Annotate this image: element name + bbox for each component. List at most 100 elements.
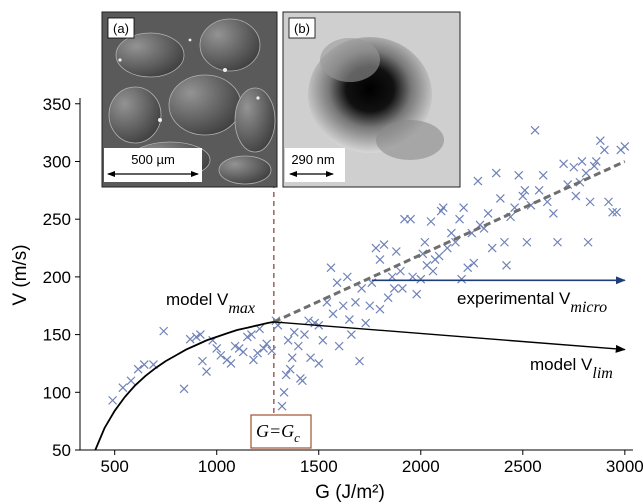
data-point <box>304 316 313 326</box>
data-point <box>583 237 593 247</box>
annotation-vlim: model Vlim <box>530 355 613 382</box>
data-point <box>365 301 375 311</box>
annotation-vlim-sub: lim <box>592 365 612 382</box>
data-point <box>361 318 371 328</box>
svg-text:experimental Vmicro: experimental Vmicro <box>457 289 607 316</box>
y-tick-label: 250 <box>43 210 71 229</box>
data-point <box>469 258 479 268</box>
svg-text:G=Gc: G=Gc <box>256 421 300 445</box>
data-point <box>277 401 287 411</box>
x-axis-label: G (J/m²) <box>315 482 385 503</box>
model-vmax-curve <box>94 321 275 451</box>
y-tick-label: 50 <box>52 441 71 460</box>
data-point <box>306 353 316 363</box>
data-point <box>420 237 430 247</box>
data-point <box>179 384 189 394</box>
data-point <box>526 200 536 210</box>
data-point <box>326 263 336 273</box>
y-tick-label: 150 <box>43 326 71 345</box>
data-point <box>298 376 307 386</box>
gc-label-sub: c <box>294 430 300 445</box>
data-point <box>500 237 509 247</box>
data-point <box>283 335 293 345</box>
annotation-vmax: model Vmax <box>166 290 255 317</box>
data-point <box>126 376 136 386</box>
axes: 500 1000 1500 2000 2500 3000 50 100 150 200 250 30… <box>10 95 643 503</box>
data-point <box>238 347 248 357</box>
data-point <box>389 284 399 293</box>
data-point <box>522 237 532 247</box>
data-point <box>483 208 493 218</box>
data-point <box>553 237 562 247</box>
data-point <box>608 207 618 217</box>
data-point <box>589 161 599 171</box>
data-point <box>375 304 385 314</box>
data-point <box>518 191 528 201</box>
data-point <box>569 162 579 172</box>
data-point <box>287 353 297 363</box>
annotation-vlim-text: model V <box>530 355 593 374</box>
data-point <box>230 341 240 351</box>
data-point <box>338 301 348 311</box>
data-point <box>357 284 367 293</box>
x-tick-label: 2000 <box>402 457 440 476</box>
data-point <box>434 251 444 261</box>
y-tick-label: 300 <box>43 152 71 171</box>
data-point <box>371 243 381 253</box>
data-point <box>318 335 328 345</box>
inset-a-texture <box>108 18 276 185</box>
data-point <box>253 348 262 358</box>
data-point <box>600 145 609 155</box>
data-point <box>438 203 448 213</box>
inset-a-label: (a) <box>113 21 129 36</box>
annotation-vmicro-sub: micro <box>570 299 607 316</box>
data-point <box>133 364 143 374</box>
data-point <box>262 339 272 349</box>
data-point <box>530 125 540 135</box>
gc-label-text: G=G <box>256 421 294 441</box>
data-point <box>451 237 460 247</box>
data-point <box>198 356 207 366</box>
data-point <box>534 185 544 195</box>
data-point <box>226 359 236 368</box>
data-point <box>285 364 295 374</box>
data-point <box>342 272 352 282</box>
svg-text:model Vmax: model Vmax <box>166 290 255 317</box>
data-point <box>571 191 581 201</box>
y-tick-label: 200 <box>43 268 71 287</box>
data-point <box>514 170 524 180</box>
x-tick-label: 3000 <box>606 457 643 476</box>
data-point <box>502 260 511 270</box>
data-point <box>604 197 613 207</box>
data-point <box>406 214 415 224</box>
data-point <box>267 346 277 356</box>
data-point <box>473 176 483 186</box>
svg-text:model Vlim: model Vlim <box>530 355 613 382</box>
data-point <box>383 293 393 303</box>
data-point <box>300 330 309 340</box>
data-point <box>491 168 501 178</box>
annotation-vmax-sub: max <box>228 300 255 317</box>
data-point <box>375 255 385 264</box>
data-point <box>195 330 205 340</box>
data-point <box>293 341 303 351</box>
gc-label: G=Gc <box>250 414 312 449</box>
data-point <box>412 289 422 299</box>
x-tick-label: 1000 <box>198 457 236 476</box>
inset-b-label-box <box>288 17 316 39</box>
data-point <box>520 185 530 195</box>
data-point <box>314 359 324 368</box>
data-point <box>459 203 469 213</box>
data-point <box>322 297 332 307</box>
inset-b: (b) 290 nm <box>282 11 461 188</box>
x-ticks: 500 1000 1500 2000 2500 3000 <box>101 450 643 476</box>
data-point <box>159 326 169 336</box>
data-point <box>426 217 436 226</box>
data-point <box>139 360 149 370</box>
data-point <box>351 297 360 307</box>
data-point <box>581 168 591 178</box>
data-point <box>328 309 338 319</box>
model-vlim-arrow <box>273 321 626 353</box>
y-axis-label: V (m/s) <box>10 244 31 305</box>
